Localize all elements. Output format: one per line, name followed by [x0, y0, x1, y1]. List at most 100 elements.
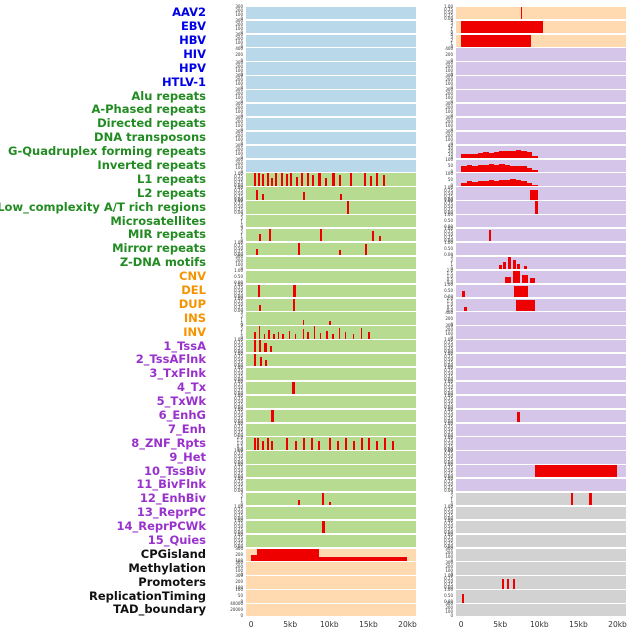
- track-label-text: INV: [183, 324, 206, 339]
- signal-bar: [294, 333, 297, 339]
- right-panel: [456, 284, 626, 297]
- right-panel: [456, 465, 626, 478]
- track-row: 14_ReprPCWk 1.00 0.75 0.50 0.25 0.00 1.00 0.7…: [2, 517, 630, 535]
- track-label-text: 2_TssAFlnk: [135, 352, 206, 367]
- signal-bar: [301, 173, 304, 186]
- signal-bar: [306, 173, 309, 186]
- track-label: 3_TxFlnk: [2, 368, 206, 380]
- x-tick-label: 10kb: [319, 620, 339, 630]
- signal-bar: [257, 438, 260, 450]
- signal-bar: [365, 244, 368, 256]
- track-label: G-Quadruplex forming repeats: [2, 146, 206, 158]
- left-panel: [246, 229, 416, 242]
- right-y-axis-ticks: 1.00 0.75 0.50 0.25 0.00: [444, 365, 453, 383]
- track-label-text: CNV: [179, 269, 206, 284]
- right-panel: [456, 562, 626, 575]
- signal-bar: [268, 329, 270, 339]
- left-y-axis-ticks: 300 200 100 0: [235, 31, 243, 49]
- left-y-axis-ticks: 1.00 0.75 0.50 0.25 0.00: [234, 517, 243, 535]
- signal-bar: [526, 183, 533, 186]
- track-label: HTLV-1: [2, 76, 206, 89]
- signal-bar: [338, 250, 341, 256]
- track-label-text: A-Phased repeats: [91, 102, 206, 117]
- track-label-text: INS: [183, 310, 206, 325]
- signal-bar: [461, 291, 465, 297]
- left-y-axis-ticks: 1.00 0.75 0.50 0.25 0.00: [234, 170, 243, 188]
- signal-bar: [337, 441, 340, 450]
- left-panel: [246, 270, 416, 284]
- left-y-axis-ticks: 300 200 100 0: [235, 17, 243, 35]
- left-y-axis-ticks: 2.0 1.5 1.0 0.5 0.0: [236, 434, 243, 452]
- signal-bar: [504, 276, 512, 284]
- track-label: L1 repeats: [2, 171, 206, 186]
- signal-bar: [370, 175, 372, 186]
- left-panel: [246, 284, 416, 297]
- signal-bar: [535, 201, 538, 214]
- signal-bar: [254, 354, 257, 367]
- left-y-axis-ticks: 300 200 100 0: [235, 87, 243, 105]
- signal-bar: [515, 179, 522, 186]
- signal-bar: [461, 20, 544, 33]
- track-row: 11_BivFlnk 1.00 0.75 0.50 0.25 0.00 1.00 0.75…: [2, 477, 630, 493]
- track-row: 10_TssBiv 1.00 0.75 0.50 0.25 0.00 1.00 0.75 0…: [2, 463, 630, 479]
- track-label: L2 repeats: [2, 187, 206, 200]
- left-y-axis-ticks: 1.00 0.75 0.50 0.25 0.00: [234, 420, 243, 438]
- track-label-text: HIV: [183, 46, 206, 61]
- signal-bar: [282, 334, 284, 339]
- right-panel: [456, 270, 626, 284]
- signal-bar: [319, 556, 408, 561]
- signal-bar: [483, 181, 489, 186]
- signal-bar: [532, 184, 538, 186]
- signal-bar: [288, 331, 291, 339]
- left-panel: [246, 548, 416, 561]
- signal-bar: [472, 182, 478, 186]
- signal-bar: [570, 492, 574, 506]
- track-label-text: 15_Quies: [147, 533, 206, 548]
- right-y-axis-ticks: 300 200 100 0: [445, 101, 453, 119]
- left-panel: [246, 381, 416, 395]
- track-label-text: Low_complexity A/T rich regions: [0, 199, 206, 214]
- track-label-text: Alu repeats: [131, 88, 206, 103]
- signal-bar: [344, 332, 347, 339]
- signal-bar: [510, 165, 516, 172]
- signal-bar: [529, 278, 535, 284]
- signal-bar: [532, 155, 538, 158]
- track-row: 5_TxWk 1.00 0.75 0.50 0.25 0.00 1.00 0.75 0.50…: [2, 393, 630, 409]
- track-label: MIR repeats: [2, 229, 206, 241]
- signal-bar: [534, 465, 618, 478]
- right-y-axis-ticks: 1.00 0.50 0.00: [444, 281, 453, 299]
- signal-bar: [271, 441, 274, 450]
- signal-bar: [488, 180, 494, 186]
- left-panel: [246, 159, 416, 172]
- left-panel: [246, 590, 416, 603]
- signal-bar: [391, 441, 394, 450]
- left-panel: [246, 562, 416, 575]
- track-label: Z-DNA motifs: [2, 257, 206, 269]
- left-y-axis-ticks: 1.00 0.75 0.50 0.25 0.00: [234, 281, 243, 299]
- track-label: 9_Het: [2, 451, 206, 464]
- track-label: HIV: [2, 46, 206, 61]
- left-panel: [246, 409, 416, 422]
- right-panel: [456, 187, 626, 200]
- left-panel: [246, 354, 416, 367]
- track-row: CNV 1.00 0.50 0.00 2.0 1.5 1.0 0.5 0.0: [2, 268, 630, 284]
- track-row: HIV 400 200 0 400 200 0: [2, 46, 630, 62]
- signal-bar: [277, 332, 280, 339]
- signal-bar: [326, 331, 328, 339]
- x-axis-left: 0 5kb 10kb 15kb 20kb: [246, 619, 417, 630]
- signal-bar: [501, 578, 504, 589]
- signal-bar: [274, 173, 277, 186]
- right-y-axis-ticks: 1.00 0.75 0.50 0.25 0.00: [444, 573, 453, 591]
- left-panel: [246, 437, 416, 450]
- left-y-axis-ticks: 1.00 0.75 0.50 0.25 0.00: [234, 406, 243, 424]
- track-label-text: L1 repeats: [137, 171, 206, 186]
- right-panel: [456, 229, 626, 242]
- right-panel: [456, 131, 626, 145]
- track-label-text: ReplicationTiming: [88, 588, 206, 603]
- track-label-text: 7_Enh: [168, 421, 206, 436]
- signal-bar: [466, 165, 473, 172]
- right-y-axis-ticks: 1.00 0.75 0.50 0.25 0.00: [444, 517, 453, 535]
- signal-bar: [517, 263, 521, 270]
